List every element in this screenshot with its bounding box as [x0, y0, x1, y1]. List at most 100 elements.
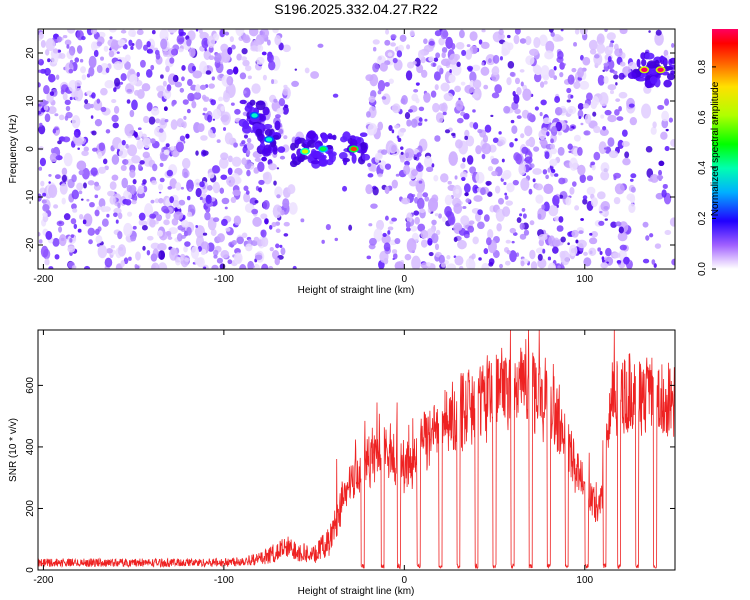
spectrogram-cell [540, 99, 547, 106]
spectrogram-cell [548, 68, 555, 79]
spectrogram-cell [146, 235, 154, 241]
spectrogram-cell [568, 150, 572, 154]
spectrogram-cell [465, 198, 471, 203]
spectrogram-cell [233, 142, 238, 148]
spectrogram-cell [62, 34, 68, 39]
spectrogram-cell [614, 48, 623, 57]
spectrogram-cell [130, 45, 134, 50]
spectrogram-cell [455, 99, 464, 111]
spectrogram-cell [221, 218, 228, 227]
spectrogram-cell [593, 151, 601, 161]
spectrogram-cell [373, 228, 383, 242]
spectrogram-feature-halo [259, 133, 266, 144]
spectrogram-cell [480, 66, 490, 76]
spectrogram-cell [516, 217, 522, 224]
spectrogram-cell [577, 146, 583, 156]
spectrogram-cell [251, 265, 255, 268]
spectrogram-cell [441, 216, 447, 222]
spectrogram-cell [542, 248, 546, 254]
spectrogram-cell [63, 213, 71, 221]
spectrogram-cell [509, 227, 517, 234]
spectrogram-cell [542, 169, 548, 175]
spectrogram-cell [411, 169, 418, 177]
spectrogram-cell [187, 92, 195, 102]
spectrogram-cell [606, 32, 616, 41]
spectrogram-feature-halo [238, 118, 248, 127]
spectrogram-cell [175, 141, 184, 153]
spectrogram-cell [533, 72, 542, 83]
spectrogram-cell [472, 93, 480, 99]
spectrogram-cell [150, 253, 158, 262]
spectrogram-cell [597, 247, 602, 252]
spectrogram-cell [532, 168, 542, 175]
spectrogram-cell [601, 256, 605, 261]
spectrogram-cell [142, 179, 147, 185]
spectrogram-cell [579, 29, 588, 36]
spectrogram-cell [475, 171, 485, 184]
spectrogram-cell [274, 257, 280, 266]
spectrogram-cell [600, 262, 609, 269]
spectrogram-cell [618, 72, 625, 80]
spectrogram-cell [622, 157, 631, 166]
spectrogram-cell [194, 225, 205, 238]
spectrogram-cell [629, 178, 634, 182]
spectrogram-cell [658, 160, 665, 167]
spectrogram-cell [108, 50, 115, 58]
spectrogram-cell [92, 147, 98, 152]
spectrogram-feature-core [265, 137, 273, 142]
spectrogram-feature-halo [272, 146, 278, 155]
page-title: S196.2025.332.04.27.R22 [274, 1, 438, 17]
spectrogram-cell [515, 153, 523, 165]
spectrogram-cell [556, 225, 564, 232]
snr-xtick-label: 100 [576, 575, 593, 586]
spectrogram-cell [494, 84, 502, 94]
spectrogram-cell [433, 71, 441, 81]
spectrogram-cell [230, 102, 235, 106]
spectrogram-cell [144, 203, 154, 218]
spectrogram-cell [261, 51, 267, 56]
spectrogram-cell [418, 180, 423, 184]
spectrogram-cell [117, 212, 123, 220]
spectrogram-cell [567, 242, 570, 246]
spectrogram-xtick-label: -200 [33, 274, 53, 285]
spectrogram-cell [52, 128, 57, 134]
spectrogram-cell [140, 59, 146, 68]
spectrogram-cell [181, 76, 185, 82]
spectrogram-cell [472, 79, 482, 89]
spectrogram-cell [113, 60, 124, 71]
spectrogram-cell [655, 29, 662, 36]
spectrogram-cell [642, 221, 649, 228]
spectrogram-cell [128, 256, 132, 261]
spectrogram-cell [400, 98, 406, 104]
spectrogram-cell [534, 106, 539, 111]
spectrogram-cell [115, 219, 119, 224]
spectrogram-cell [408, 109, 413, 113]
spectrogram-cell [241, 157, 247, 165]
spectrogram-cell [416, 152, 422, 157]
spectrogram-cell [194, 257, 204, 266]
spectrogram-cell [468, 220, 475, 225]
spectrogram-cell [325, 223, 331, 231]
spectrogram-cell [247, 75, 252, 80]
spectrogram-cell [141, 225, 148, 231]
spectrogram-cell [260, 213, 268, 220]
spectrogram-cell [87, 180, 95, 186]
spectrogram-cell [418, 122, 423, 126]
spectrogram-cell [608, 150, 619, 159]
spectrogram-cell [207, 35, 216, 48]
spectrogram-cell [410, 225, 418, 232]
spectrogram-cell [210, 228, 217, 237]
spectrogram-cell [131, 200, 137, 205]
spectrogram-cell [81, 74, 87, 81]
spectrogram-cell [444, 206, 452, 217]
spectrogram-cell [612, 252, 621, 259]
spectrogram-cell [427, 238, 433, 246]
spectrogram-cell [55, 74, 60, 80]
spectrogram-cell [42, 100, 49, 105]
spectrogram-feature-halo [664, 66, 674, 71]
spectrogram-cell [273, 98, 278, 103]
spectrogram-cell [473, 195, 483, 202]
spectrogram-cell [120, 29, 127, 34]
spectrogram-cell [73, 128, 81, 138]
spectrogram-cell [379, 62, 388, 72]
